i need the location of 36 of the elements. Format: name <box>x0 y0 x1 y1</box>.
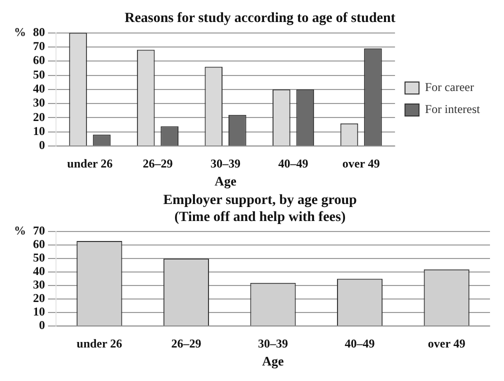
y-tick-label: 30 <box>33 96 45 110</box>
y-tick-label: 10 <box>33 304 45 319</box>
y-axis-title: % <box>14 224 26 238</box>
chart-subtitle: (Time off and help with fees) <box>174 210 346 225</box>
y-axis-title: % <box>14 24 26 39</box>
x-axis-title: Age <box>214 174 237 189</box>
legend-label: For career <box>425 80 474 94</box>
x-tick-label: 26–29 <box>171 336 202 350</box>
y-tick-label: 80 <box>33 24 45 39</box>
y-tick-label: 60 <box>33 53 45 68</box>
y-tick-label: 20 <box>33 110 45 124</box>
y-tick-label: 40 <box>33 81 45 96</box>
chart-title: Reasons for study according to age of student <box>124 11 396 26</box>
y-tick-label: 70 <box>33 224 45 238</box>
legend-label: For interest <box>425 102 481 116</box>
y-tick-label: 50 <box>33 67 45 82</box>
chart-title: Employer support, by age group <box>163 193 357 208</box>
y-tick-label: 10 <box>33 124 45 138</box>
x-tick-label: over 49 <box>342 156 380 170</box>
x-axis-title: Age <box>262 354 284 369</box>
x-tick-label: 30–39 <box>210 156 241 170</box>
x-tick-label: 40–49 <box>344 336 375 350</box>
y-tick-label: 30 <box>33 278 45 292</box>
y-tick-label: 60 <box>33 237 45 252</box>
y-tick-label: 70 <box>33 39 45 54</box>
x-tick-label: over 49 <box>428 336 466 350</box>
x-tick-label: 40–49 <box>278 156 308 170</box>
x-tick-label: 26–29 <box>142 156 173 170</box>
y-tick-label: 50 <box>33 250 45 265</box>
x-tick-label: under 26 <box>76 336 122 350</box>
x-tick-label: 30–39 <box>258 336 288 350</box>
x-tick-label: under 26 <box>67 156 113 170</box>
y-tick-label: 0 <box>39 138 45 152</box>
y-tick-label: 40 <box>33 264 45 278</box>
y-tick-label: 20 <box>33 291 45 306</box>
y-tick-label: 0 <box>39 318 45 332</box>
